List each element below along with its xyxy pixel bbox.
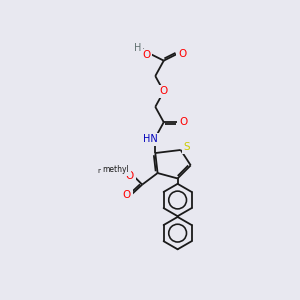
Text: HN: HN — [142, 134, 157, 144]
Text: O: O — [178, 50, 186, 59]
Text: methyl: methyl — [103, 166, 129, 175]
Text: O: O — [123, 190, 131, 200]
Text: H: H — [134, 43, 141, 53]
Text: methyl: methyl — [97, 168, 122, 174]
Text: O: O — [179, 117, 187, 127]
Text: S: S — [184, 142, 190, 152]
Text: O: O — [142, 50, 150, 60]
Text: O: O — [160, 86, 168, 96]
Text: O: O — [126, 171, 134, 181]
